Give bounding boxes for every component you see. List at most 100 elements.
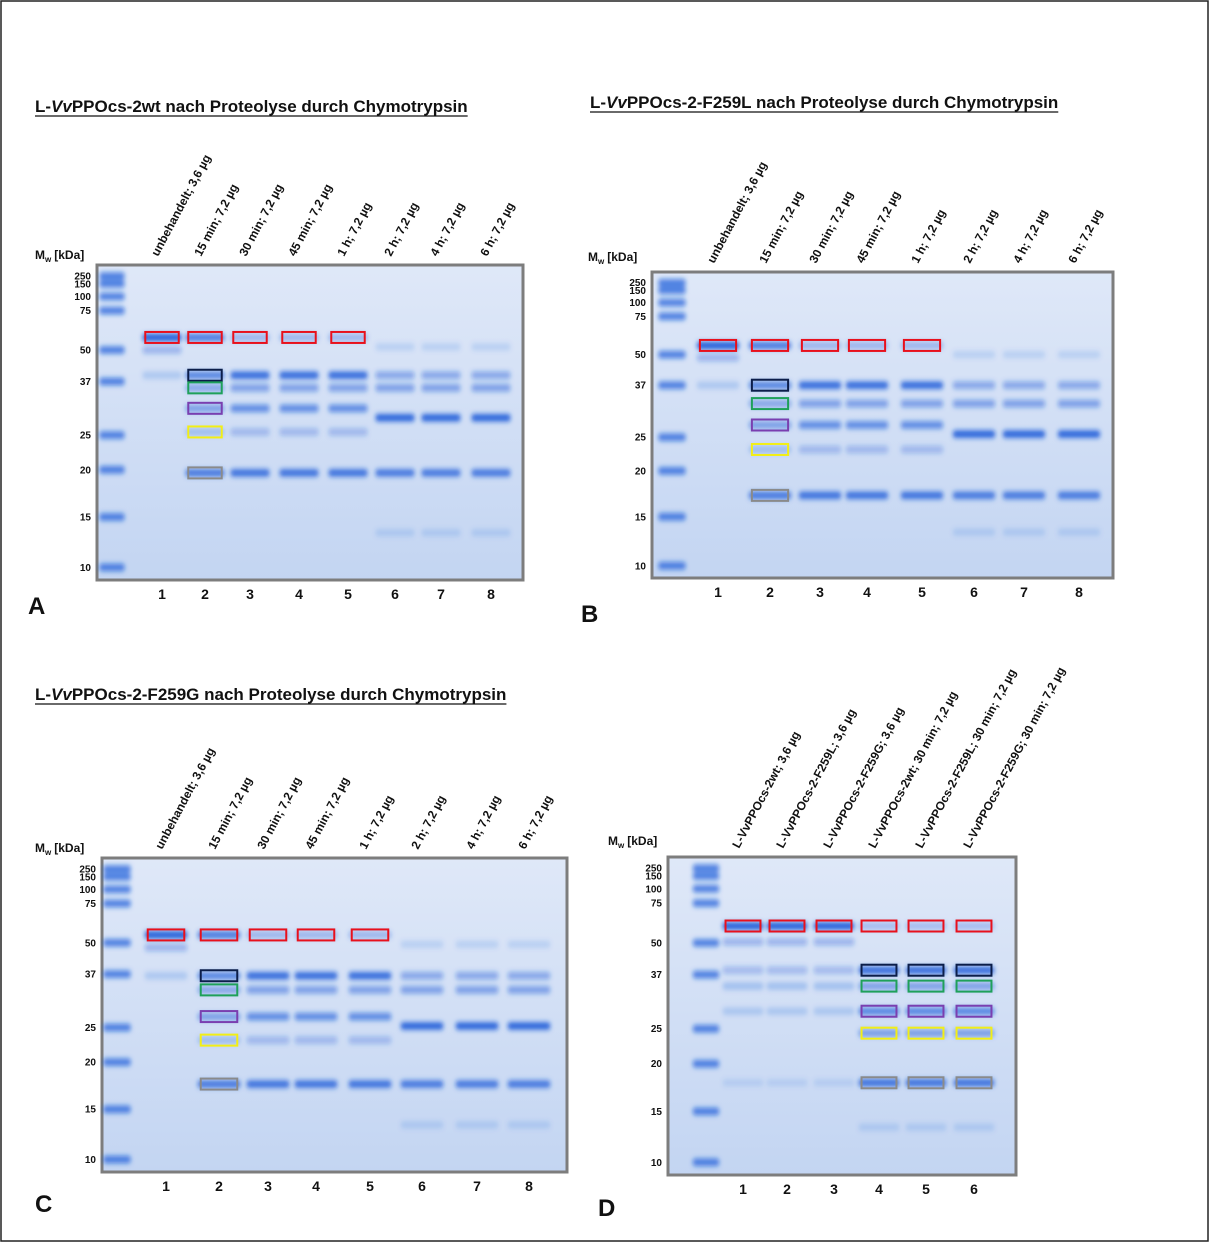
band [697, 342, 740, 349]
marker-label: 15 [635, 512, 647, 523]
marker-label: 75 [85, 899, 97, 910]
band [846, 446, 889, 453]
band [421, 372, 460, 379]
title-part: PPOcs-2wt nach Proteolyse durch Chymotry… [72, 97, 468, 116]
band [349, 972, 392, 979]
title-part: Vv [606, 93, 628, 112]
band [697, 382, 740, 389]
band [508, 1081, 551, 1088]
mw-main: M [35, 248, 45, 262]
mw-main: M [608, 834, 618, 848]
band [1058, 431, 1101, 438]
mw-unit: [kDa] [54, 248, 84, 262]
band [858, 1124, 899, 1131]
lane-number: 3 [830, 1181, 838, 1197]
band [279, 469, 318, 476]
band [658, 351, 686, 358]
band [471, 372, 510, 379]
marker-label: 20 [80, 465, 92, 476]
title-part: Vv [51, 685, 73, 704]
marker-label: 100 [79, 885, 96, 896]
band [722, 923, 763, 930]
marker-label: 25 [635, 433, 647, 444]
band [456, 1081, 499, 1088]
band [901, 342, 944, 349]
band [185, 372, 224, 379]
band [953, 492, 996, 499]
band [953, 1124, 994, 1131]
band [401, 941, 444, 948]
marker-label: 150 [629, 286, 646, 297]
band [401, 1022, 444, 1029]
band [99, 514, 125, 521]
marker-label: 15 [85, 1105, 97, 1116]
band [693, 865, 720, 872]
band [858, 983, 899, 990]
band [198, 1013, 241, 1020]
band [749, 400, 792, 407]
band [508, 972, 551, 979]
band [230, 334, 269, 341]
band [99, 466, 125, 473]
title-part: PPOcs-2-F259G nach Proteolyse durch Chym… [72, 685, 507, 704]
band [693, 1060, 720, 1067]
marker-label: 50 [80, 346, 92, 357]
band [693, 939, 720, 946]
band [247, 931, 290, 938]
band [953, 1079, 994, 1086]
lane-number: 8 [487, 586, 495, 602]
band [456, 972, 499, 979]
lane-number: 4 [295, 586, 303, 602]
band [749, 446, 792, 453]
band [230, 428, 269, 435]
band [295, 1081, 338, 1088]
title-part: Vv [51, 97, 73, 116]
lane-number: 2 [215, 1178, 223, 1194]
band [185, 334, 224, 341]
band [99, 273, 125, 280]
figure: L-VvPPOcs-2wt nach Proteolyse durch Chym… [0, 0, 1209, 1242]
band [693, 900, 720, 907]
marker-label: 20 [651, 1059, 663, 1070]
band [456, 1121, 499, 1128]
marker-label: 75 [635, 312, 647, 323]
mw-unit: [kDa] [627, 834, 657, 848]
band [375, 469, 414, 476]
panel-letter: C [35, 1191, 52, 1218]
band [1003, 431, 1046, 438]
band [456, 1022, 499, 1029]
panel-letter: D [598, 1195, 615, 1222]
band [421, 529, 460, 536]
band [295, 1037, 338, 1044]
band [99, 564, 125, 571]
mw-unit: [kDa] [607, 250, 637, 264]
band [103, 873, 131, 880]
band [1058, 382, 1101, 389]
band [508, 986, 551, 993]
mw-sub: w [597, 257, 605, 266]
marker-label: 100 [645, 884, 662, 895]
band [813, 1079, 854, 1086]
band [471, 414, 510, 421]
band [185, 384, 224, 391]
mw-main: M [35, 841, 45, 855]
lane-number: 4 [312, 1178, 320, 1194]
lane-number: 2 [766, 584, 774, 600]
marker-label: 100 [629, 298, 646, 309]
band [375, 372, 414, 379]
band [103, 886, 131, 893]
band [508, 1022, 551, 1029]
band [421, 414, 460, 421]
band [185, 405, 224, 412]
band [905, 1124, 946, 1131]
band [858, 923, 899, 930]
band [901, 422, 944, 429]
marker-label: 75 [651, 899, 663, 910]
lane-number: 2 [783, 1181, 791, 1197]
band [145, 944, 188, 951]
band [99, 347, 125, 354]
marker-label: 50 [635, 350, 647, 361]
band [901, 446, 944, 453]
panel-title: L-VvPPOcs-2wt nach Proteolyse durch Chym… [35, 97, 468, 116]
band [749, 382, 792, 389]
